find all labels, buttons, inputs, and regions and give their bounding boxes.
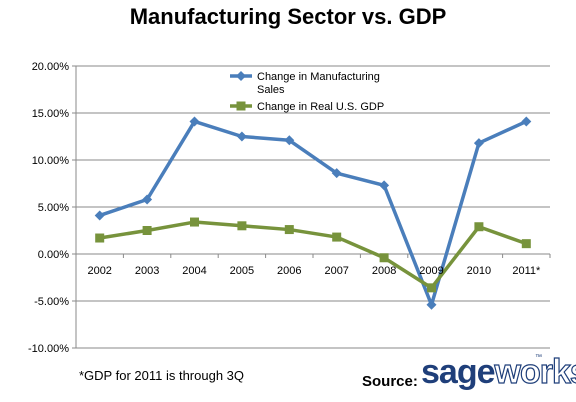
data-point-manufacturing bbox=[426, 299, 437, 310]
data-point-gdp bbox=[142, 226, 152, 235]
data-point-gdp bbox=[474, 222, 484, 232]
legend-marker-gdp bbox=[236, 101, 246, 111]
chart-title: Manufacturing Sector vs. GDP bbox=[129, 4, 447, 29]
legend-label-manufacturing-cont: Sales bbox=[257, 84, 285, 96]
logo-part-sage: sage bbox=[421, 353, 495, 391]
data-point-manufacturing bbox=[142, 194, 153, 205]
gridlines bbox=[76, 65, 550, 349]
chart-footnote: *GDP for 2011 is through 3Q bbox=[79, 368, 245, 383]
series-line-gdp bbox=[99, 220, 527, 290]
data-point-gdp bbox=[521, 239, 531, 249]
data-point-manufacturing bbox=[236, 131, 247, 142]
x-tick-label: 2003 bbox=[135, 265, 159, 277]
data-point-manufacturing bbox=[521, 116, 532, 127]
data-point-manufacturing bbox=[284, 135, 295, 146]
y-tick-label: -5.00% bbox=[34, 296, 69, 308]
data-point-gdp bbox=[237, 221, 247, 231]
y-tick-label: 20.00% bbox=[32, 61, 70, 73]
series-line-manufacturing bbox=[99, 119, 528, 307]
data-point-gdp bbox=[332, 232, 342, 242]
y-tick-label: -10.00% bbox=[28, 343, 69, 355]
data-point-manufacturing bbox=[473, 138, 484, 149]
y-tick-label: 0.00% bbox=[38, 249, 69, 261]
logo-part-works: works bbox=[494, 352, 576, 391]
y-tick-label: 15.00% bbox=[32, 108, 70, 120]
x-tick-label: 2002 bbox=[87, 265, 111, 277]
x-tick-label: 2006 bbox=[277, 265, 301, 277]
source-label: Source: bbox=[362, 373, 418, 390]
data-point-gdp bbox=[95, 233, 105, 243]
x-tick-label: 2009 bbox=[419, 265, 443, 277]
data-point-manufacturing bbox=[331, 168, 342, 179]
x-tick-label: 2008 bbox=[372, 265, 396, 277]
data-point-gdp bbox=[284, 225, 294, 235]
axes bbox=[72, 65, 551, 349]
y-tick-label: 10.00% bbox=[32, 155, 70, 167]
data-point-manufacturing bbox=[379, 180, 390, 191]
x-tick-label: 2007 bbox=[324, 265, 348, 277]
x-tick-label: 2004 bbox=[182, 265, 206, 277]
legend-label-manufacturing: Change in Manufacturing bbox=[257, 71, 380, 83]
x-tick-label: 2010 bbox=[467, 265, 491, 277]
sageworks-logo: sageworks bbox=[421, 352, 576, 392]
tick-labels: 20.00% 15.00% 10.00% 5.00% 0.00% -5.00% -10.00… bbox=[28, 61, 541, 355]
data-point-gdp bbox=[190, 217, 199, 227]
x-tick-label: 2011* bbox=[512, 265, 541, 277]
data-point-manufacturing bbox=[94, 210, 105, 221]
trademark-mark: ™ bbox=[535, 354, 542, 361]
data-point-manufacturing bbox=[189, 116, 200, 127]
series bbox=[94, 116, 532, 310]
x-tick-label: 2005 bbox=[230, 265, 254, 277]
legend-marker-manufacturing bbox=[236, 71, 246, 81]
legend-label-gdp: Change in Real U.S. GDP bbox=[257, 101, 384, 113]
data-point-gdp bbox=[427, 283, 436, 293]
y-tick-label: 5.00% bbox=[38, 202, 69, 214]
data-point-gdp bbox=[379, 253, 389, 263]
